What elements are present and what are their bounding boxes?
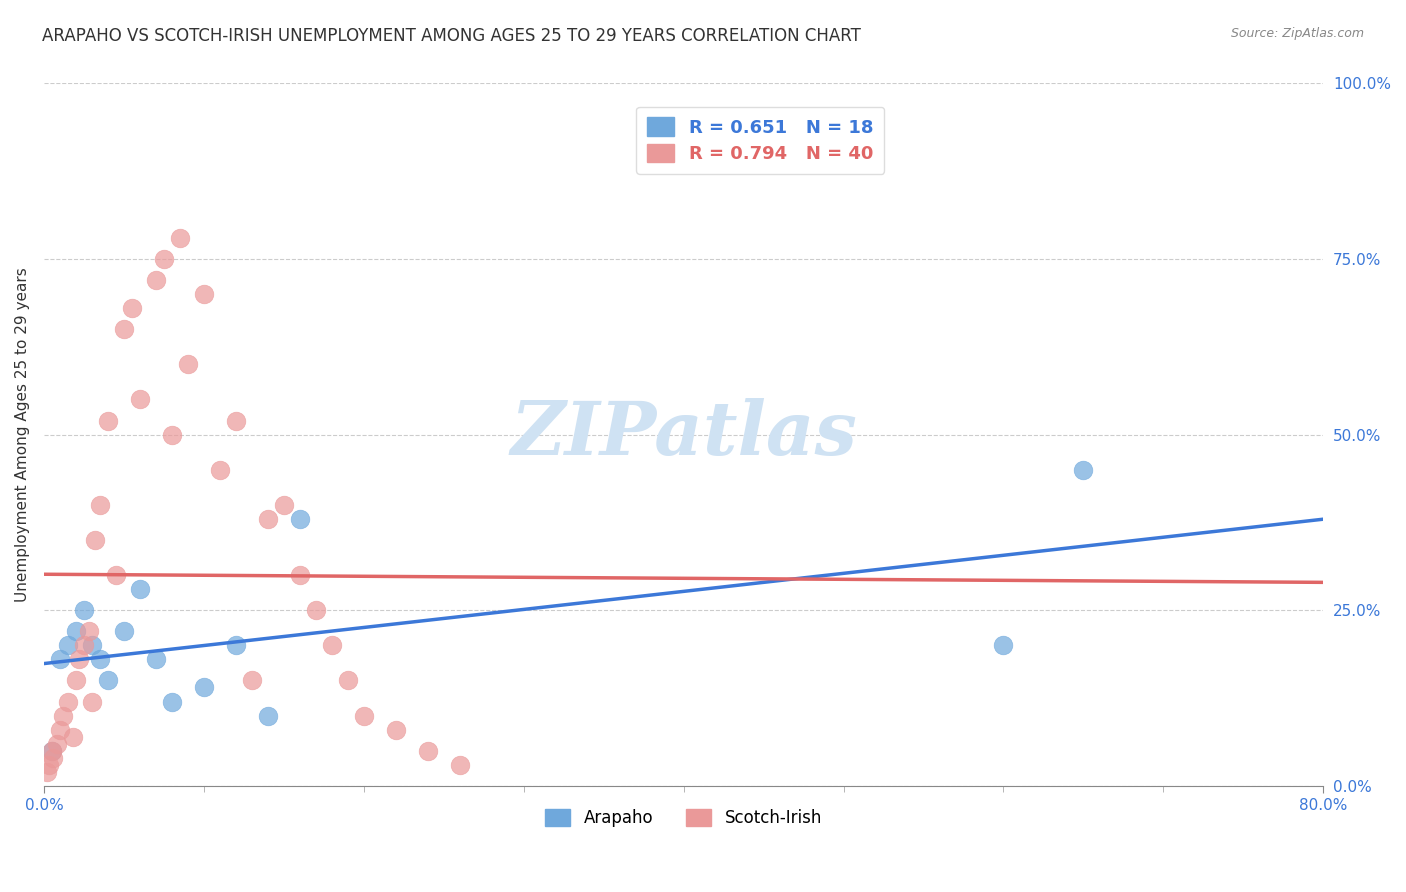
Point (353, 708, 375, 723)
Point (225, 638, 247, 652)
Point (145, 273, 167, 287)
Point (42, 750, 65, 764)
Point (73, 603, 96, 617)
Text: Source: ZipAtlas.com: Source: ZipAtlas.com (1230, 27, 1364, 40)
Point (193, 287, 215, 301)
Point (65, 673, 87, 688)
Point (56, 694, 79, 708)
Point (145, 652, 167, 666)
Point (56, 638, 79, 652)
Point (384, 723, 406, 737)
Point (35, 764, 58, 779)
Point (336, 673, 359, 688)
Point (45, 737, 67, 751)
Point (89, 652, 111, 666)
Point (321, 638, 343, 652)
Point (80, 638, 103, 652)
Text: ARAPAHO VS SCOTCH-IRISH UNEMPLOYMENT AMONG AGES 25 TO 29 YEARS CORRELATION CHART: ARAPAHO VS SCOTCH-IRISH UNEMPLOYMENT AMO… (42, 27, 860, 45)
Point (49, 652, 72, 666)
Y-axis label: Unemployment Among Ages 25 to 29 years: Unemployment Among Ages 25 to 29 years (15, 268, 30, 602)
Point (288, 568, 311, 582)
Point (225, 413, 247, 427)
Legend: Arapaho, Scotch-Irish: Arapaho, Scotch-Irish (538, 802, 828, 834)
Point (993, 638, 1015, 652)
Point (160, 694, 183, 708)
Point (62, 730, 84, 744)
Point (84, 533, 107, 547)
Point (67, 652, 90, 666)
Point (240, 673, 263, 688)
Point (89, 498, 111, 512)
Point (449, 757, 471, 772)
Point (97, 413, 120, 427)
Point (128, 392, 150, 407)
Point (273, 498, 295, 512)
Point (77, 624, 100, 639)
Point (128, 582, 150, 596)
Point (305, 603, 328, 617)
Point (193, 681, 215, 695)
Point (112, 322, 135, 336)
Point (256, 512, 278, 526)
Point (208, 463, 231, 477)
Point (416, 744, 439, 758)
Point (169, 231, 191, 245)
Point (65, 624, 87, 639)
Point (288, 512, 311, 526)
Text: ZIPatlas: ZIPatlas (510, 399, 858, 471)
Point (73, 638, 96, 652)
Point (153, 252, 176, 266)
Point (256, 708, 278, 723)
Point (49, 723, 72, 737)
Point (104, 568, 127, 582)
Point (80, 694, 103, 708)
Point (41, 744, 63, 758)
Point (177, 357, 200, 371)
Point (121, 301, 143, 316)
Point (1073, 463, 1095, 477)
Point (41, 744, 63, 758)
Point (52, 708, 75, 723)
Point (112, 624, 135, 639)
Point (160, 427, 183, 442)
Point (97, 673, 120, 688)
Point (38, 757, 60, 772)
